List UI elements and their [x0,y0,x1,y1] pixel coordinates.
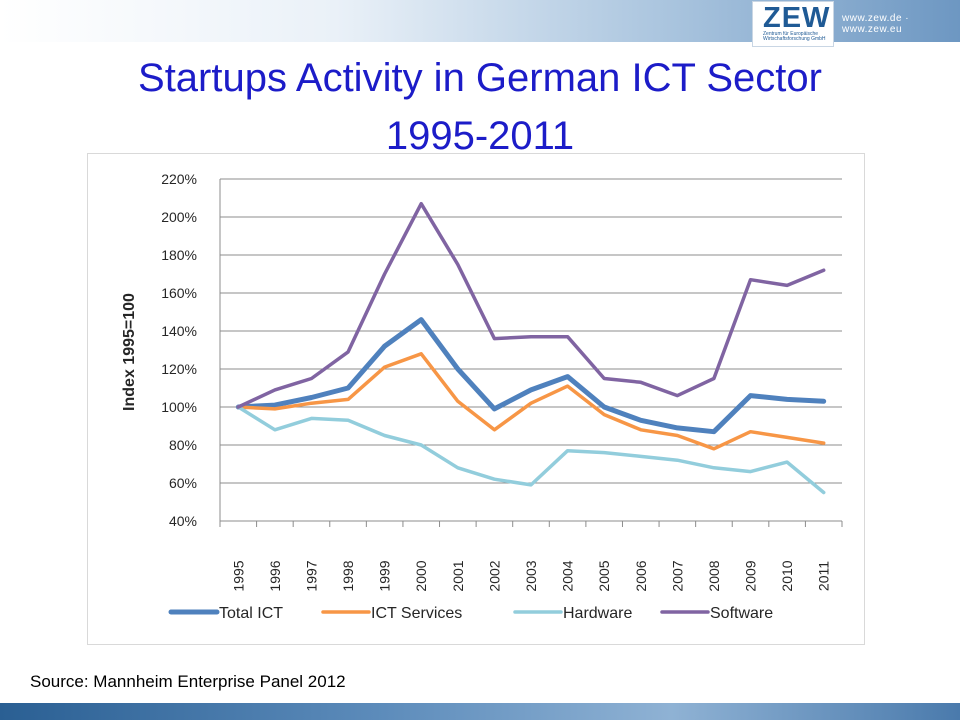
x-tick-label: 2006 [633,560,649,591]
y-tick-label: 60% [169,475,197,491]
x-tick-label: 2000 [413,560,429,591]
x-tick-label: 1997 [303,560,319,591]
x-tick-label: 2001 [450,560,466,591]
y-tick-label: 120% [161,361,197,377]
legend-label: ICT Services [371,605,462,622]
x-tick-label: 2010 [779,560,795,591]
page-title: Startups Activity in German ICT Sector [138,56,822,100]
x-tick-label: 2007 [669,560,685,591]
y-tick-label: 220% [161,171,197,187]
page-title-years: 1995-2011 [385,114,575,158]
chart-frame [87,153,865,645]
series-line-total-ict [235,317,827,435]
series-line-hardware [236,405,826,495]
x-tick-label: 2002 [486,560,502,591]
legend-label: Total ICT [219,605,283,622]
y-tick-label: 180% [161,247,197,263]
x-tick-label: 2009 [743,560,759,591]
y-tick-label: 40% [169,513,197,529]
x-tick-label: 1998 [340,560,356,591]
header-url: www.zew.de · www.zew.eu [842,13,910,35]
x-tick-label: 2008 [706,560,722,591]
logo-subtitle: Zentrum für Europäische Wirtschaftsforsc… [763,31,826,42]
y-axis-label: Index 1995=100 [121,293,138,411]
x-tick-label: 2003 [523,560,539,591]
zew-logo: ZEW Zentrum für Europäische Wirtschaftsf… [752,1,834,47]
x-tick-label: 2011 [816,561,832,591]
legend-label: Hardware [563,605,632,622]
x-tick-label: 1999 [377,560,393,591]
series-lines [235,201,827,495]
y-tick-label: 80% [169,437,197,453]
x-axis-ticks: 1995 1996 1997 1998 1999 2000 2001 2002 2003 2004… [219,521,843,592]
series-line-software [236,201,826,409]
y-axis-ticks: 40% 60% 80% 100% 120% 140% 160% 180% 200% 220% [161,171,197,529]
x-tick-label: 1996 [267,560,283,591]
x-tick-label: 2004 [560,560,576,591]
legend-label: Software [710,605,773,622]
logo-text: ZEW [763,2,831,34]
x-tick-label: 2005 [596,560,612,591]
y-tick-label: 100% [161,399,197,415]
chart-legend: Total ICT ICT Services Hardware Software [168,605,773,622]
series-line-ict-services [236,352,826,451]
x-tick-label: 1995 [230,560,246,591]
y-tick-label: 160% [161,285,197,301]
source-note: Source: Mannheim Enterprise Panel 2012 [30,672,346,691]
bottom-banner [0,703,960,720]
y-tick-label: 200% [161,209,197,225]
y-tick-label: 140% [161,323,197,339]
